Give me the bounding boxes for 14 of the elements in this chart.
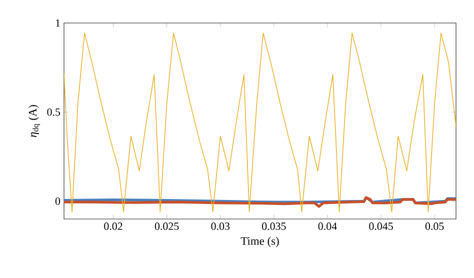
x-tick-label: 0.045: [369, 222, 393, 230]
y-axis-title: η$_{dq}$ (A): [28, 105, 40, 138]
y-tick-label: 0.5: [47, 108, 60, 116]
y-tick-label: 1: [56, 19, 60, 27]
line-series: [64, 196, 456, 208]
x-tick-label: 0.025: [154, 222, 179, 230]
x-axis-title: Time (s): [240, 236, 279, 248]
x-tick-label: 0.05: [425, 222, 444, 230]
y-tick-label: 0: [55, 197, 60, 205]
x-tick-label: 0.03: [211, 222, 230, 230]
x-tick-label: 0.035: [262, 222, 286, 230]
line-series: [64, 32, 456, 212]
x-tick-label: 0.02: [104, 222, 122, 230]
x-tick-label: 0.04: [318, 222, 337, 230]
